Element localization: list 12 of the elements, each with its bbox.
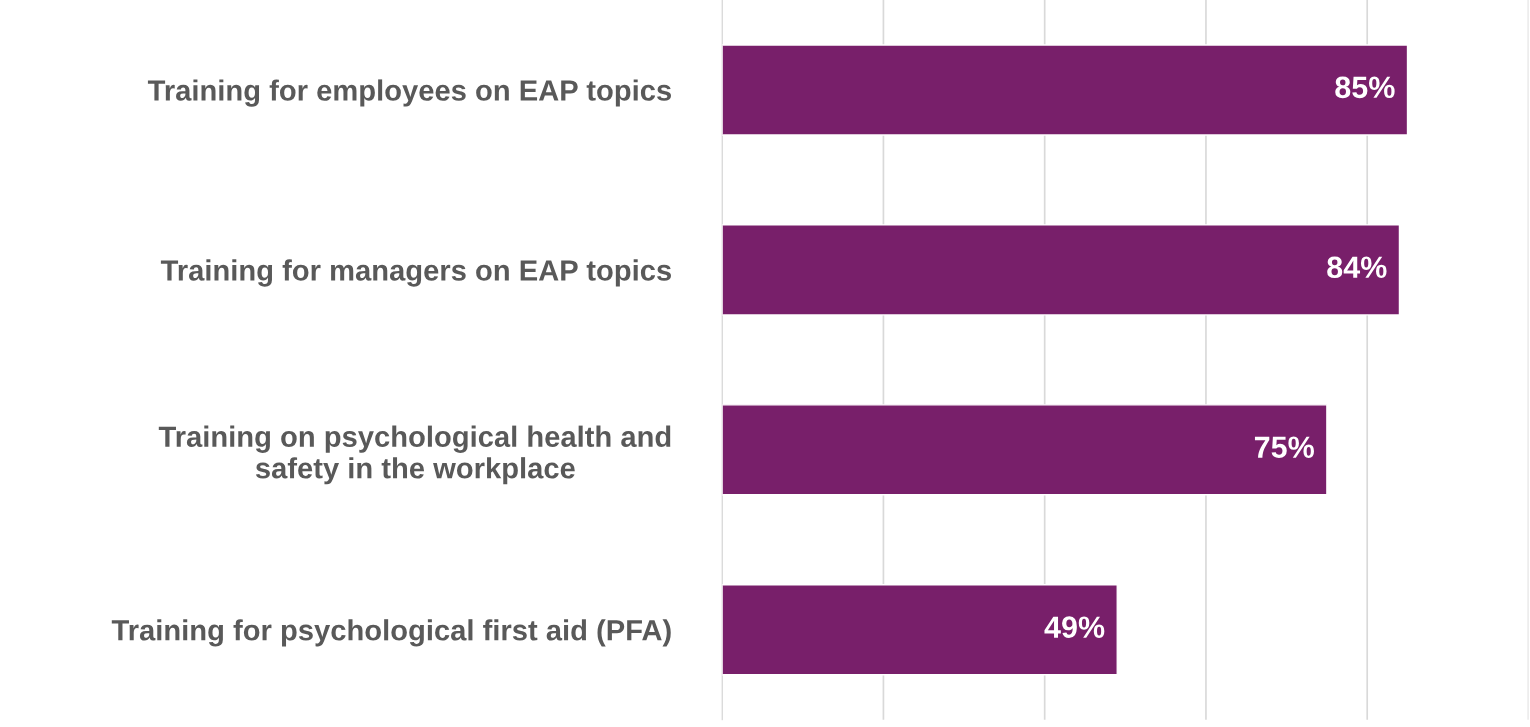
bar <box>722 44 1409 136</box>
data-label: 84% <box>1327 256 1387 279</box>
data-label: 75% <box>1254 436 1314 459</box>
bar <box>722 584 1118 676</box>
y-tick-label: Training on psychological health and safety in the workplace <box>158 425 671 485</box>
data-label: 49% <box>1044 616 1105 638</box>
bar <box>722 224 1401 316</box>
y-tick-label: Training for managers on EAP topics <box>160 259 671 287</box>
data-label: 85% <box>1335 76 1395 99</box>
y-tick-label: Training for employees on EAP topics <box>147 79 671 107</box>
y-tick-label: Training for psychological first aid (PFA) <box>111 619 671 647</box>
bar <box>722 404 1328 496</box>
